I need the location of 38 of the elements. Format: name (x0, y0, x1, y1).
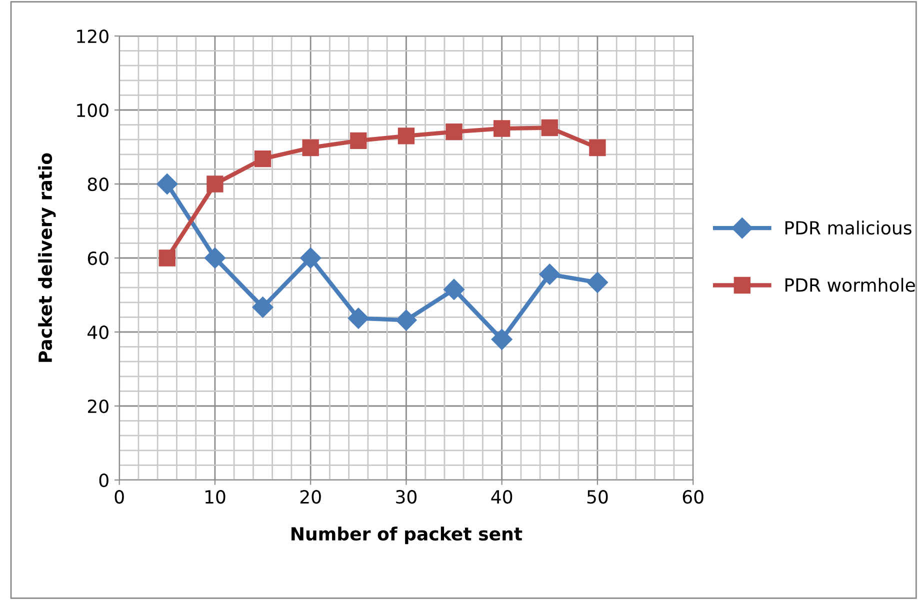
point (396, 310, 417, 331)
x-tick-label: 10 (205, 490, 226, 504)
point (444, 278, 465, 300)
x-tick-label: 40 (491, 490, 512, 504)
point (302, 139, 319, 156)
point (204, 247, 226, 269)
point (589, 139, 606, 156)
y-tick-label: 120 (77, 29, 108, 44)
point (541, 119, 558, 136)
x-tick-label: 0 (114, 490, 124, 504)
point (586, 272, 608, 293)
point (206, 176, 224, 192)
point (252, 296, 274, 318)
y-tick-label: 20 (88, 399, 108, 414)
legend-label: PDR wormhole (785, 278, 915, 292)
point (494, 120, 510, 137)
point (398, 128, 415, 144)
y-tick-label: 40 (88, 325, 108, 340)
point (348, 308, 369, 329)
x-tick-label: 20 (300, 490, 321, 504)
point (156, 173, 178, 195)
point (491, 328, 512, 350)
point (254, 150, 272, 168)
y-tick-label: 80 (88, 177, 108, 192)
x-tick-label: 60 (682, 490, 704, 504)
point (446, 123, 462, 140)
y-tick-label: 60 (88, 251, 108, 266)
y-tick-label: 100 (77, 103, 108, 118)
legend-label: PDR malicious (785, 220, 912, 235)
x-tick-label: 50 (587, 490, 608, 504)
x-tick-label: 30 (396, 490, 417, 504)
point (300, 247, 322, 269)
point (158, 250, 176, 266)
x-axis-title: Number of packet sent (292, 526, 522, 544)
point (350, 132, 367, 150)
point (539, 264, 560, 285)
y-tick-label: 0 (99, 473, 108, 488)
y-axis-title: Packet delivery ratio (38, 153, 56, 362)
